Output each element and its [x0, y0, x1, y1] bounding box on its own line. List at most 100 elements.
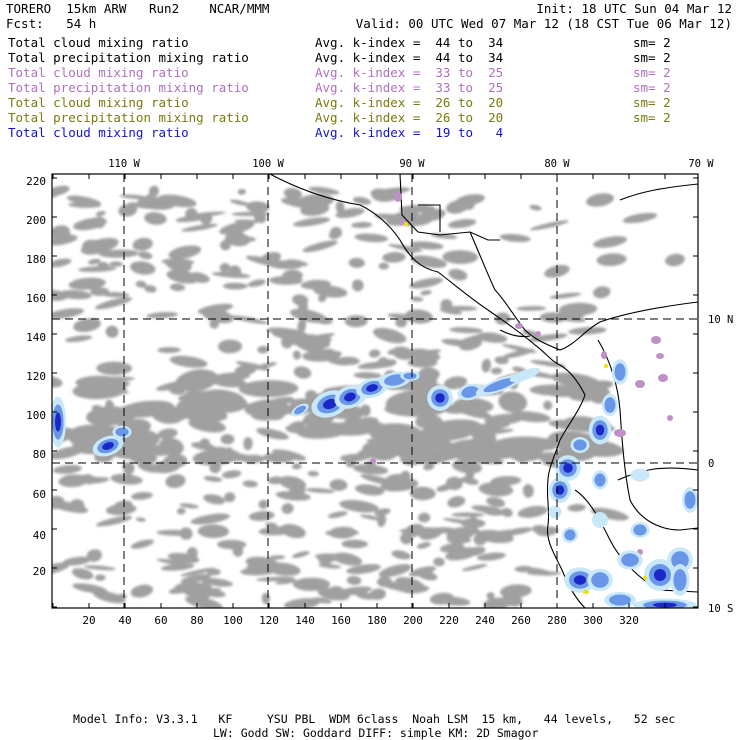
cloud-patch: [376, 579, 408, 591]
cloud-mixing-dark: [555, 485, 565, 495]
cloud-patch: [328, 526, 357, 539]
cloud-patch: [99, 249, 139, 258]
x-tick-label: 40: [118, 614, 131, 627]
x-tick-label: 280: [547, 614, 567, 627]
cloud-patch: [313, 285, 348, 298]
cloud-mixing-mid: [609, 594, 631, 606]
cloud-patch: [224, 492, 236, 503]
y-tick-label: 200: [26, 214, 46, 227]
cloud-patch: [232, 544, 244, 557]
cloud-mixing-mid: [294, 405, 306, 415]
cloud-patch: [335, 200, 345, 214]
cloud-patch: [460, 476, 479, 485]
lon-label: 110 W: [108, 158, 140, 170]
cloud-patch: [144, 285, 157, 293]
cloud-patch: [92, 590, 126, 604]
cloud-patch: [219, 263, 231, 273]
cloud-patch: [275, 579, 297, 585]
y-tick-label: 160: [26, 292, 46, 305]
cloud-patch: [271, 328, 309, 340]
cloud-patch: [407, 348, 441, 362]
cloud-mixing-mid: [673, 569, 687, 591]
cloud-patch: [222, 470, 242, 479]
x-tick-label: 200: [403, 614, 423, 627]
cloud-patch: [352, 196, 371, 205]
cloud-patch: [327, 586, 344, 599]
cloud-patch: [62, 556, 92, 566]
x-tick-label: 120: [259, 614, 279, 627]
cloud-patch: [245, 201, 270, 213]
legend-kindex: Avg. k-index = 33 to 25: [315, 65, 504, 80]
precip-patch: [601, 351, 607, 359]
cloud-patch: [516, 306, 547, 311]
cloud-mixing-mid: [684, 491, 696, 509]
cloud-patch: [203, 475, 223, 482]
cloud-patch: [83, 477, 110, 484]
cloud-patch: [135, 280, 147, 288]
cloud-patch: [130, 539, 154, 549]
cloud-patch: [96, 361, 133, 376]
cloud-patch: [95, 210, 106, 217]
cloud-patch: [286, 259, 308, 267]
cloud-patch: [478, 482, 514, 497]
cloud-patch: [461, 564, 488, 572]
cloud-patch: [453, 398, 494, 413]
cloud-patch: [152, 407, 184, 424]
latitude-labels: 10 N 0 10 S: [708, 314, 733, 615]
cloud-patch: [486, 497, 505, 508]
precip-patch: [515, 323, 523, 329]
cloud-patch: [391, 550, 411, 560]
cloud-patch: [448, 219, 477, 229]
cloud-mixing-dark: [323, 398, 337, 410]
cloud-patch: [64, 335, 93, 343]
cloud-patch: [392, 346, 414, 360]
init-time: Init: 18 UTC Sun 04 Mar 12: [536, 1, 732, 16]
cloud-patch: [351, 279, 364, 292]
cloud-patch: [418, 512, 431, 523]
cloud-patch: [179, 503, 199, 509]
cloud-patch: [191, 442, 216, 451]
cloud-patch: [169, 355, 208, 368]
lat-label: 0: [708, 458, 714, 470]
cloud-patch: [499, 584, 532, 599]
x-tick-label: 240: [475, 614, 495, 627]
cloud-patch: [52, 562, 70, 576]
x-tick-label: 60: [154, 614, 167, 627]
legend-smoothing: sm= 2: [633, 35, 671, 50]
cloud-patch: [665, 253, 685, 267]
cloud-patch: [382, 252, 406, 263]
x-tick-label: 300: [583, 614, 603, 627]
cloud-patch: [135, 517, 146, 522]
cloud-patch: [262, 452, 295, 463]
longitude-labels: 110 W 100 W 90 W 80 W 70 W: [108, 158, 714, 170]
cloud-patch: [410, 296, 424, 302]
axis-ticks: [52, 174, 698, 608]
lon-label: 80 W: [544, 158, 570, 170]
cloud-patch: [52, 258, 72, 268]
cloud-patch: [72, 583, 108, 594]
cloud-patch: [102, 292, 130, 298]
lat-label: 10 S: [708, 603, 733, 615]
cloud-patch: [247, 279, 266, 287]
cloud-patch: [490, 367, 503, 375]
cloud-patch: [239, 236, 256, 242]
cloud-mixing-dark: [344, 392, 356, 402]
precip-patch: [535, 331, 541, 337]
precip-patch: [635, 380, 645, 388]
cloud-patch: [211, 271, 251, 279]
cloud-patch: [157, 428, 178, 440]
cloud-patch: [448, 268, 468, 281]
cloud-patch: [244, 399, 287, 417]
legend-row: Total precipitation mixing ratio: [8, 110, 249, 125]
cloud-patch: [449, 327, 483, 334]
cloud-patch: [346, 564, 381, 575]
cloud-patch: [186, 547, 198, 559]
cloud-patch: [197, 524, 230, 539]
cloud-mixing-mid: [384, 374, 406, 386]
legend-smoothing: sm= 2: [633, 110, 671, 125]
cloud-patch: [514, 565, 534, 573]
cloud-patch: [161, 258, 195, 266]
x-tick-label: 160: [331, 614, 351, 627]
y-tick-label: 20: [33, 565, 46, 578]
